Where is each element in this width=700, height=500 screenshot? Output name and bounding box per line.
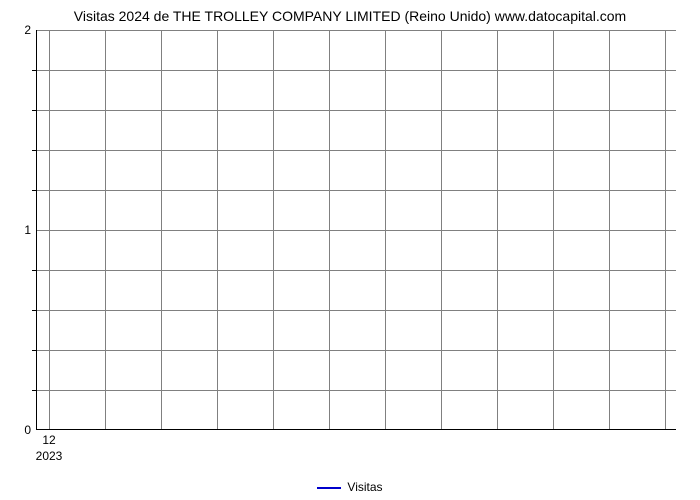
grid-line-vertical [497,30,498,429]
grid-line-horizontal [37,310,676,311]
grid-line-vertical [217,30,218,429]
grid-line-horizontal [37,150,676,151]
x-year-label: 2023 [36,449,63,463]
y-minor-tick [32,110,37,111]
grid-line-horizontal [37,110,676,111]
y-minor-tick [32,190,37,191]
grid-line-vertical [665,30,666,429]
chart-title: Visitas 2024 de THE TROLLEY COMPANY LIMI… [0,8,700,24]
y-minor-tick [32,70,37,71]
grid-line-vertical [329,30,330,429]
grid-line-horizontal [37,230,676,231]
grid-line-horizontal [37,270,676,271]
y-minor-tick [32,310,37,311]
grid-line-vertical [161,30,162,429]
grid-line-vertical [385,30,386,429]
y-minor-tick [32,150,37,151]
y-tick-label: 1 [24,223,31,237]
grid-line-vertical [553,30,554,429]
y-minor-tick [32,390,37,391]
grid-line-vertical [609,30,610,429]
grid-line-vertical [49,30,50,429]
grid-line-vertical [105,30,106,429]
grid-line-horizontal [37,350,676,351]
grid-line-horizontal [37,390,676,391]
plot-area: 012122023 [36,30,676,430]
y-minor-tick [32,270,37,271]
grid-line-horizontal [37,190,676,191]
grid-line-vertical [441,30,442,429]
chart-container: Visitas 2024 de THE TROLLEY COMPANY LIMI… [0,0,700,500]
legend-label: Visitas [347,480,382,494]
legend: Visitas [0,480,700,494]
grid-line-horizontal [37,70,676,71]
legend-swatch [317,487,341,489]
grid-line-horizontal [37,30,676,31]
y-minor-tick [32,350,37,351]
y-tick-label: 2 [24,23,31,37]
y-tick-label: 0 [24,423,31,437]
x-tick-label: 12 [42,433,55,447]
grid-line-vertical [273,30,274,429]
